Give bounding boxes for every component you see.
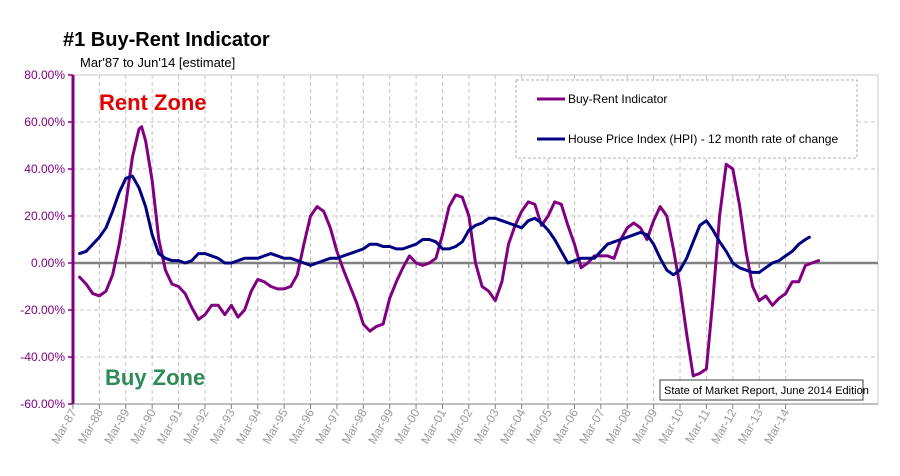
series-lines: [78, 125, 821, 378]
y-tick-label: 40.00%: [24, 162, 65, 176]
y-tick-label: -40.00%: [20, 350, 65, 364]
legend-box: [515, 79, 858, 159]
y-tick-label: -60.00%: [20, 397, 65, 411]
source-note-box: [659, 379, 864, 401]
series-line: [78, 174, 811, 277]
chart-subtitle: Mar'87 to Jun'14 [estimate]: [80, 55, 236, 70]
x-axis: Mar-87Mar-88Mar-89Mar-90Mar-91Mar-92Mar-…: [48, 403, 878, 446]
legend-entry-label: House Price Index (HPI) - 12 month rate …: [568, 132, 838, 146]
series-line: [78, 125, 821, 378]
y-axis: -60.00% -40.00% -20.00% 0.00% 20.00% 40.00% 60…: [20, 68, 75, 411]
x-tick-label: Mar-14: [761, 406, 792, 446]
y-tick-label: 0.00%: [31, 256, 65, 270]
y-tick-label: 80.00%: [24, 68, 65, 82]
buy-zone-label: Buy Zone: [105, 365, 205, 390]
legend-entry-label: Buy-Rent Indicator: [568, 92, 667, 106]
legend: Buy-Rent Indicator House Price Index (HPI…: [515, 79, 858, 159]
rent-zone-label: Rent Zone: [99, 90, 207, 115]
chart-title: #1 Buy-Rent Indicator: [63, 29, 270, 51]
source-note: State of Market Report, June 2014 Editio…: [664, 385, 869, 397]
y-tick-label: 20.00%: [24, 209, 65, 223]
y-tick-label: 60.00%: [24, 115, 65, 129]
annotations: Rent Zone Buy Zone State of Market Report,…: [99, 90, 869, 401]
y-tick-label: -20.00%: [20, 303, 65, 317]
x-tick-label: Mar-10: [656, 406, 687, 446]
